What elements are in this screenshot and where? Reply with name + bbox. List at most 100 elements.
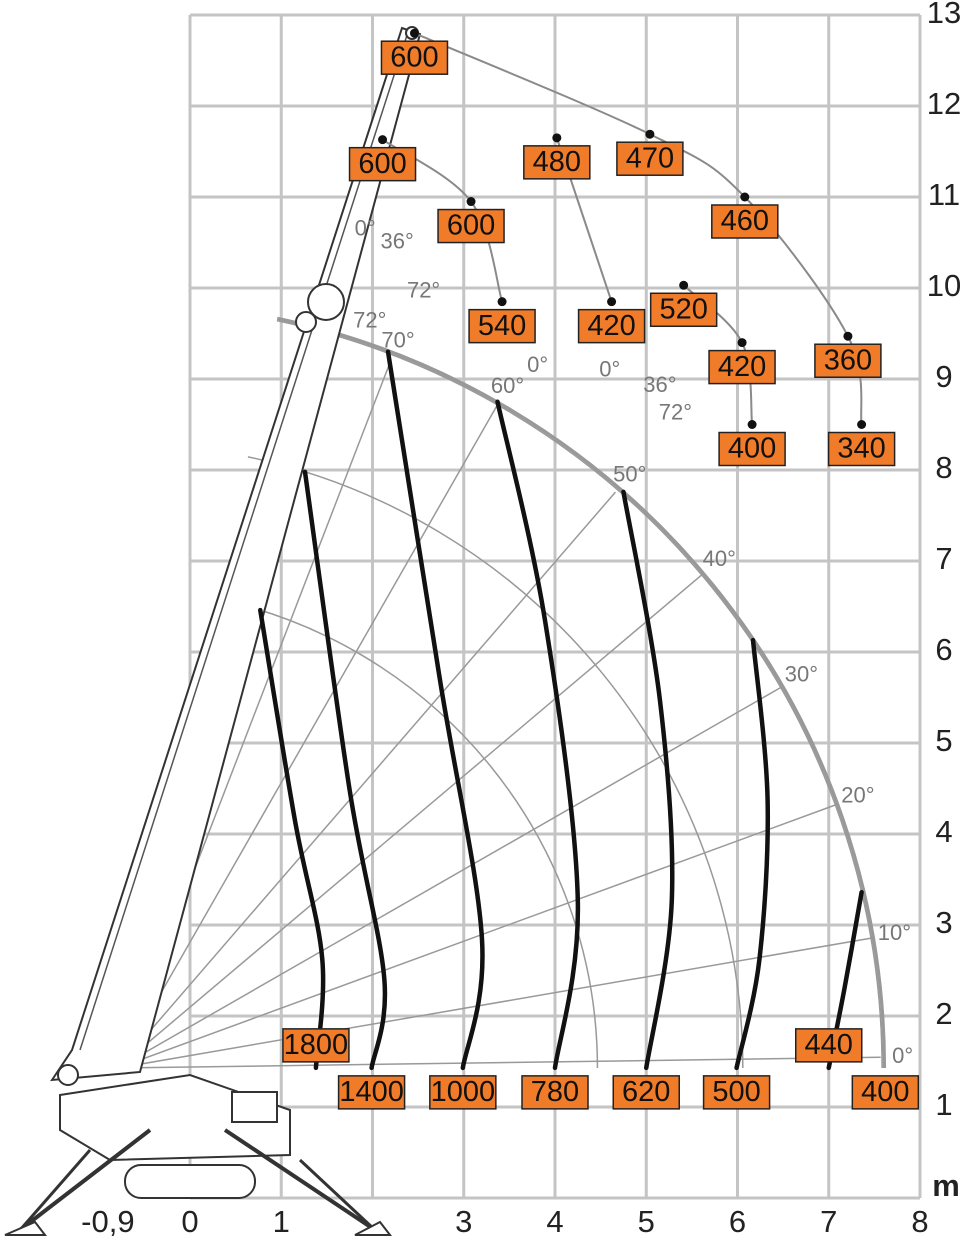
load-label-box (612, 1075, 680, 1110)
angle-label: 10° (878, 920, 911, 945)
load-label-box (348, 146, 417, 182)
load-curve (385, 349, 485, 1071)
load-curve (734, 637, 771, 1071)
angle-label: 60° (491, 373, 524, 398)
load-label-box (827, 431, 896, 467)
x-tick-label: 5 (638, 1204, 655, 1239)
data-layer: -0,9 0 1 3 4 5 6 7 812345678910111213m6004704603… (81, 0, 961, 1239)
outrigger (298, 1158, 377, 1232)
load-point (409, 28, 419, 38)
load-label: 420 (718, 351, 766, 383)
load-label: 340 (837, 433, 885, 465)
load-point (466, 197, 476, 207)
boom-angle-line (117, 1056, 881, 1069)
outrigger (223, 1128, 377, 1232)
y-tick-label: 3 (935, 905, 952, 940)
load-label-box (468, 308, 536, 344)
x-tick-label: 0 (181, 1204, 198, 1239)
load-label-box (429, 1075, 497, 1110)
x-tick-label: 4 (546, 1204, 563, 1239)
load-point (607, 297, 617, 307)
boom-edge (79, 31, 409, 1051)
load-point (843, 331, 853, 341)
load-point (857, 420, 867, 429)
load-label: 460 (721, 205, 769, 237)
load-label: 400 (728, 433, 776, 465)
y-tick-label: 1 (935, 1087, 952, 1122)
load-label: 1000 (431, 1076, 496, 1108)
x-tick-label: 6 (729, 1204, 746, 1239)
load-label-box (437, 208, 505, 244)
load-label: 360 (824, 344, 872, 376)
x-tick-label: 7 (820, 1204, 837, 1239)
load-label-box (718, 431, 786, 467)
crane-drawing (4, 26, 422, 1236)
load-label-box (649, 292, 718, 328)
load-curve (495, 399, 581, 1071)
x-tick-label: 8 (911, 1204, 928, 1239)
load-label: 780 (531, 1076, 579, 1108)
load-label-box (337, 1075, 406, 1110)
y-tick-label: 7 (935, 541, 952, 576)
load-point (645, 129, 655, 139)
load-point (679, 280, 689, 290)
load-label: 1800 (284, 1029, 349, 1061)
load-curve (302, 469, 388, 1071)
load-label-box (521, 1075, 589, 1110)
x-tick-label: 3 (455, 1204, 472, 1239)
boom-radius-arc (276, 319, 883, 1069)
load-label: 600 (358, 148, 406, 180)
outrigger-pad (354, 1220, 393, 1236)
load-label-box (851, 1075, 920, 1110)
angle-label: 30° (785, 661, 818, 686)
load-label: 480 (533, 146, 581, 178)
load-point (552, 133, 562, 143)
outrigger (18, 1128, 152, 1232)
load-label: 600 (390, 41, 438, 73)
load-curve (258, 607, 326, 1071)
angle-label: 36° (380, 228, 413, 253)
y-tick-label: 12 (927, 86, 961, 121)
y-tick-label: 5 (935, 723, 952, 758)
load-label: 520 (659, 293, 707, 325)
boom-angle-line (117, 685, 783, 1069)
y-tick-label: 6 (935, 632, 952, 667)
load-label-box (711, 204, 779, 239)
load-label: 620 (622, 1076, 670, 1108)
boom-head-pulley (295, 311, 317, 333)
boom-angle-line (117, 573, 703, 1069)
boom-radius-arc (277, 318, 885, 1069)
boom-radius-arc (277, 317, 886, 1069)
load-label: 540 (478, 310, 526, 342)
angle-label: 0° (599, 357, 620, 382)
y-tick-label: 11 (928, 177, 960, 212)
load-label: 600 (447, 210, 495, 242)
boom-radius-arc (277, 316, 887, 1069)
track (124, 1164, 256, 1199)
load-point (497, 297, 507, 307)
load-label-box (616, 141, 684, 176)
y-tick-label: 13 (927, 0, 961, 30)
load-point (747, 420, 757, 429)
y-tick-label: 10 (927, 268, 961, 303)
load-label: 470 (626, 142, 674, 174)
load-label: 440 (805, 1029, 853, 1061)
load-curve (621, 489, 675, 1071)
angle-label: 40° (703, 546, 736, 571)
angle-label: 0° (892, 1043, 913, 1068)
angle-label: 0° (355, 216, 376, 241)
boom-head (307, 283, 345, 321)
angle-label: 72° (659, 399, 692, 424)
outrigger-pad (4, 1220, 48, 1236)
x-tick-label: 1 (273, 1204, 290, 1239)
angle-label: 50° (613, 461, 646, 486)
boom-radius-arc (277, 318, 885, 1069)
engine-grille (231, 1091, 278, 1123)
boom-angle-line (117, 405, 498, 1069)
load-label: 500 (712, 1076, 760, 1108)
boom (50, 26, 422, 1082)
background-layer (117, 13, 922, 1200)
y-tick-label: 9 (935, 359, 952, 394)
